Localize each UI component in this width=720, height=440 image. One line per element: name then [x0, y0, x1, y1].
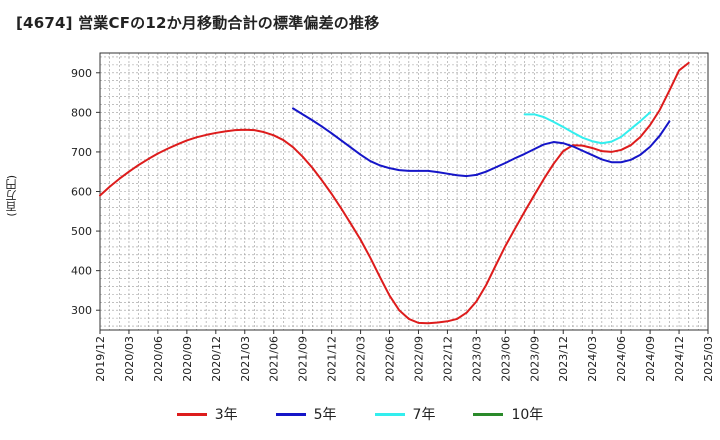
legend-swatch — [275, 412, 306, 416]
x-tick-label: 2020/09 — [181, 336, 194, 382]
x-tick-label: 2023/06 — [499, 336, 512, 382]
legend: 3年 5年 7年 10年 — [0, 404, 720, 424]
x-tick-label: 2023/03 — [470, 336, 483, 382]
y-tick-label: 300 — [71, 304, 92, 317]
y-tick-label: 700 — [71, 146, 92, 159]
x-tick-label: 2024/09 — [644, 336, 657, 382]
x-tick-label: 2024/06 — [615, 336, 628, 382]
legend-item: 7年 — [374, 404, 436, 424]
legend-swatch — [176, 412, 207, 416]
legend-swatch — [473, 412, 504, 416]
x-tick-label: 2025/03 — [702, 336, 715, 382]
legend-label: 10年 — [511, 407, 544, 423]
y-tick-label: 900 — [71, 67, 92, 80]
x-tick-label: 2023/12 — [557, 336, 570, 382]
legend-item: 5年 — [275, 404, 337, 424]
legend-label: 5年 — [313, 407, 337, 423]
y-tick-label: 600 — [71, 186, 92, 199]
series-line-3年 — [99, 61, 690, 325]
x-tick-label: 2022/06 — [384, 336, 397, 382]
y-tick-label: 500 — [71, 225, 92, 238]
y-tick-label: 400 — [71, 265, 92, 278]
legend-label: 3年 — [214, 407, 238, 423]
x-tick-label: 2021/09 — [297, 336, 310, 382]
x-tick-label: 2021/03 — [239, 336, 252, 382]
x-tick-label: 2021/06 — [268, 336, 281, 382]
x-tick-label: 2022/12 — [441, 336, 454, 382]
x-tick-label: 2024/12 — [673, 336, 686, 382]
x-tick-label: 2022/03 — [355, 336, 368, 382]
legend-item: 10年 — [473, 404, 543, 424]
series-line-5年 — [292, 107, 671, 178]
y-tick-label: 800 — [71, 106, 92, 119]
x-tick-label: 2024/03 — [586, 336, 599, 382]
x-tick-label: 2020/12 — [210, 336, 223, 382]
x-tick-label: 2020/03 — [123, 336, 136, 382]
x-tick-label: 2020/06 — [152, 336, 165, 382]
series-line-7年 — [523, 111, 652, 145]
x-tick-label: 2022/09 — [412, 336, 425, 382]
legend-item: 3年 — [176, 404, 238, 424]
x-tick-label: 2019/12 — [94, 336, 107, 382]
x-tick-label: 2021/12 — [326, 336, 339, 382]
legend-swatch — [374, 412, 405, 416]
x-tick-label: 2023/09 — [528, 336, 541, 382]
chart-title: [4674] 営業CFの12か月移動合計の標準偏差の推移 — [16, 14, 380, 32]
legend-label: 7年 — [412, 407, 436, 423]
